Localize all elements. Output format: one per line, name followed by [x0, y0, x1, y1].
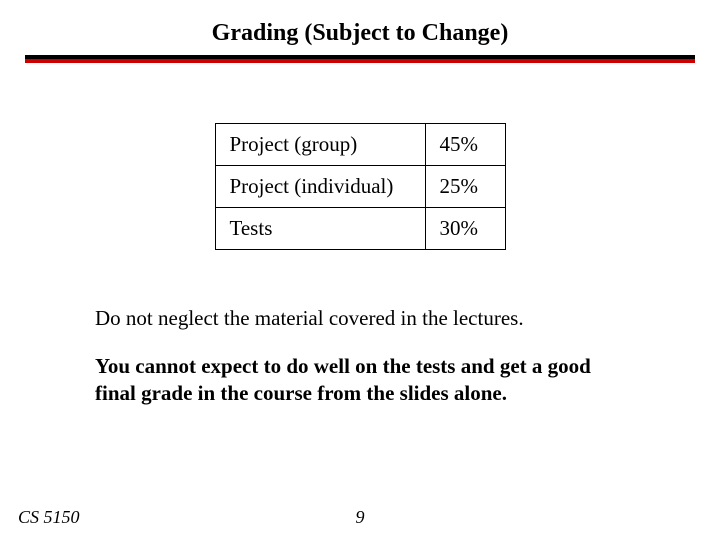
- slide-container: Grading (Subject to Change) Project (gro…: [0, 0, 720, 540]
- body-text: Do not neglect the material covered in t…: [0, 305, 720, 406]
- page-number: 9: [0, 507, 720, 528]
- grading-table-wrap: Project (group) 45% Project (individual)…: [0, 123, 720, 250]
- weight-cell: 45%: [425, 124, 505, 166]
- weight-cell: 30%: [425, 208, 505, 250]
- table-row: Project (individual) 25%: [215, 166, 505, 208]
- grading-table: Project (group) 45% Project (individual)…: [215, 123, 506, 250]
- paragraph-2: You cannot expect to do well on the test…: [95, 353, 635, 406]
- component-cell: Project (individual): [215, 166, 425, 208]
- page-title: Grading (Subject to Change): [0, 20, 720, 47]
- table-row: Project (group) 45%: [215, 124, 505, 166]
- paragraph-1: Do not neglect the material covered in t…: [95, 305, 635, 331]
- title-divider: [25, 55, 695, 63]
- component-cell: Tests: [215, 208, 425, 250]
- weight-cell: 25%: [425, 166, 505, 208]
- divider-red: [25, 59, 695, 63]
- component-cell: Project (group): [215, 124, 425, 166]
- table-row: Tests 30%: [215, 208, 505, 250]
